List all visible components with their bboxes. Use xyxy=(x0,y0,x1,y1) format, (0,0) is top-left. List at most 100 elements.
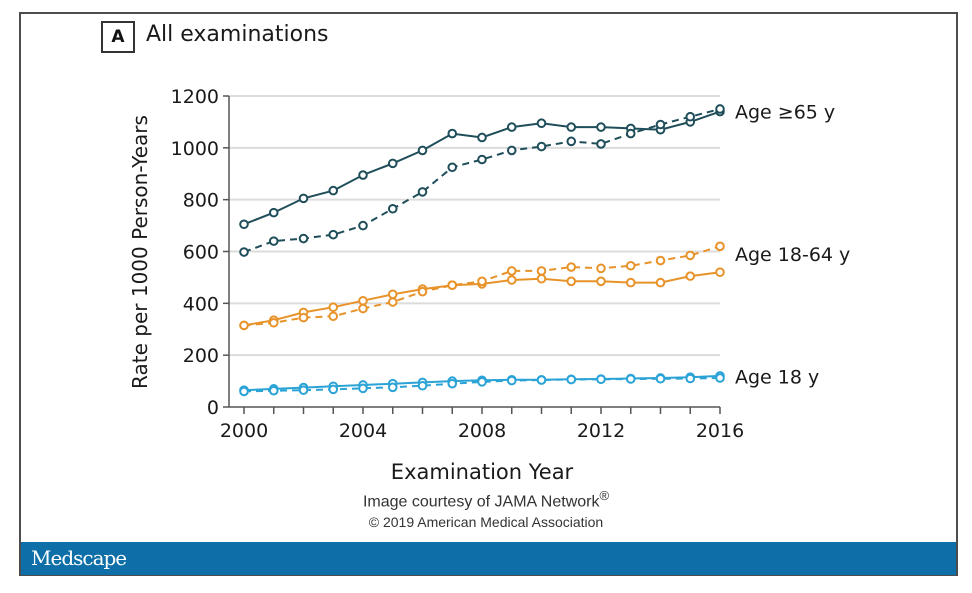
data-point xyxy=(298,233,309,244)
data-point xyxy=(715,104,725,114)
data-point xyxy=(387,297,398,307)
axes: 0 200 400 600 800 1000 1200 2000 2004 2008 2012 201… xyxy=(171,86,745,442)
data-point xyxy=(358,170,368,180)
data-point xyxy=(477,154,487,165)
series-age-18-64-y-dashed xyxy=(239,241,725,331)
data-point xyxy=(298,193,309,204)
data-point xyxy=(625,277,636,288)
data-point xyxy=(268,385,279,396)
series-age-65-y-solid xyxy=(239,106,725,230)
data-point xyxy=(655,119,666,130)
data-point xyxy=(596,374,606,385)
data-point xyxy=(358,220,368,231)
data-point xyxy=(506,375,517,386)
data-point xyxy=(417,286,428,297)
data-point xyxy=(417,187,428,197)
data-point xyxy=(655,277,666,288)
x-axis-label: Examination Year xyxy=(391,460,574,484)
footer-bar: Medscape xyxy=(21,542,956,575)
data-point xyxy=(655,373,666,384)
data-point xyxy=(566,276,577,287)
x-tick-label: 2004 xyxy=(339,420,387,442)
data-point xyxy=(387,289,398,300)
data-point xyxy=(328,311,339,322)
series-label: Age 18-64 y xyxy=(735,244,850,266)
x-tick-label: 2012 xyxy=(577,420,625,442)
data-point xyxy=(477,377,487,387)
data-point xyxy=(566,122,577,132)
data-point xyxy=(685,373,696,384)
registered-mark: ® xyxy=(599,488,610,503)
data-point xyxy=(358,383,368,394)
data-point xyxy=(685,271,696,281)
data-point xyxy=(477,132,487,143)
y-tick-label: 600 xyxy=(183,242,219,264)
data-point xyxy=(536,141,547,152)
series-line xyxy=(243,110,721,226)
data-point xyxy=(596,276,606,287)
data-point xyxy=(328,384,339,395)
data-point xyxy=(506,266,517,276)
data-point xyxy=(447,378,458,389)
y-tick-label: 200 xyxy=(183,345,219,367)
data-point xyxy=(536,118,547,129)
data-point xyxy=(447,280,458,290)
x-tick-label: 2008 xyxy=(458,420,506,442)
data-point xyxy=(328,302,339,313)
data-point xyxy=(358,295,368,306)
data-point xyxy=(625,128,636,139)
data-point xyxy=(685,250,696,261)
copyright-text: © 2019 American Medical Association xyxy=(368,514,604,530)
data-point xyxy=(417,380,428,391)
data-point xyxy=(387,203,398,214)
data-point xyxy=(387,158,398,169)
data-point xyxy=(566,136,577,147)
data-point xyxy=(566,374,577,385)
data-point xyxy=(655,255,666,266)
data-point xyxy=(506,145,517,156)
y-tick-label: 400 xyxy=(183,293,219,315)
y-tick-label: 1200 xyxy=(171,86,219,108)
data-point xyxy=(239,219,249,230)
series-label: Age 18 y xyxy=(735,366,819,388)
series-age-65-y-dashed xyxy=(239,104,725,257)
data-point xyxy=(596,139,606,149)
data-point xyxy=(715,267,725,278)
data-point xyxy=(298,312,309,323)
data-point xyxy=(536,266,547,276)
data-point xyxy=(358,303,368,314)
data-point xyxy=(447,128,458,139)
data-point xyxy=(268,317,279,328)
series-lines xyxy=(239,104,725,397)
data-point xyxy=(477,276,487,287)
data-point xyxy=(239,320,249,331)
data-point xyxy=(328,229,339,240)
data-point xyxy=(536,273,547,284)
data-point xyxy=(506,275,517,285)
y-tick-label: 800 xyxy=(183,190,219,212)
y-tick-label: 0 xyxy=(207,397,219,419)
data-point xyxy=(298,385,309,395)
medscape-logo[interactable]: Medscape xyxy=(31,546,127,570)
data-point xyxy=(268,236,279,246)
data-point xyxy=(328,185,339,196)
data-point xyxy=(239,247,249,257)
data-point xyxy=(566,262,577,272)
data-point xyxy=(715,241,725,252)
data-point xyxy=(239,386,249,397)
y-axis-label: Rate per 1000 Person-Years xyxy=(128,115,152,389)
figure-frame xyxy=(19,12,958,576)
data-point xyxy=(506,122,517,132)
data-point xyxy=(685,111,696,122)
data-point xyxy=(417,145,428,156)
credit-text: Image courtesy of JAMA Network xyxy=(362,493,600,511)
image-credit: Image courtesy of JAMA Network® xyxy=(0,488,972,511)
series-line xyxy=(243,108,721,253)
data-point xyxy=(268,207,279,218)
data-point xyxy=(625,260,636,271)
data-point xyxy=(536,375,547,385)
series-label: Age ≥65 y xyxy=(735,102,835,124)
y-tick-label: 1000 xyxy=(171,138,219,160)
data-point xyxy=(596,122,606,132)
